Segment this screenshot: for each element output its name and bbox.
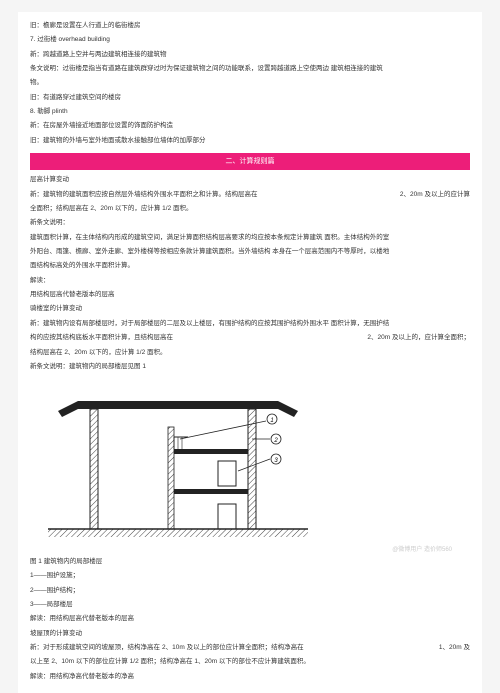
- text-line-26a: 以上至: [30, 658, 50, 665]
- text-line-9: 旧：建筑物的外墙与室外地面或散水接触部位墙体的加厚部分: [30, 135, 470, 147]
- text-line-11b: 2、20m 及以上的应计算: [394, 189, 470, 201]
- text-line-11a: 新：建筑物的建筑面积应按自然层外墙结构外围水平面积之和计算。结构层高在: [30, 189, 394, 201]
- item-7-head: 7. 过街楼 overhead building: [30, 34, 470, 46]
- section-diagram: 1 2 3: [48, 379, 470, 554]
- text-line-12: 全面积；结构层高在 2、20m 以下的，应计算 1/2 面积。: [30, 203, 470, 215]
- text-line-10: 层高计算变动: [30, 174, 470, 186]
- text-line-17: 解读：: [30, 275, 470, 287]
- text-line-11: 新：建筑物的建筑面积应按自然层外墙结构外围水平面积之和计算。结构层高在 2、20…: [30, 189, 470, 201]
- watermark-text: @微博用户 造价师560: [30, 545, 452, 556]
- item-7-num: 7.: [30, 36, 35, 43]
- text-line-12a: 全面积；结构层高在: [30, 205, 89, 212]
- text-line-22a: 新条文说明：建筑物内的局部楼层见图: [30, 363, 141, 370]
- text-line-3: 新：跨越道路上空并与两边建筑相连接的建筑物: [30, 49, 470, 61]
- text-line-25c: 1、20m 及: [433, 642, 470, 654]
- text-line-21a: 结构层高在: [30, 349, 63, 356]
- section-header-label: 二、计算规则篇: [226, 158, 275, 165]
- text-line-27: 解读：用结构净高代替老版本的净高: [30, 671, 470, 683]
- text-line-25b: 2、10m 及以上的部位应计算全面积；结构净高在: [160, 642, 433, 654]
- text-line-20a: 新：建筑物内设有局部楼层时，对于局部楼层的二层及以上楼层，有围护结构的应按其围护…: [30, 318, 470, 330]
- item-8-head: 8. 勒脚 plinth: [30, 106, 470, 118]
- text-line-21: 结构层高在 2、20m 以下的，应计算 1/2 面积。: [30, 347, 470, 359]
- text-line-19: 骑楼室的计算变动: [30, 303, 470, 315]
- text-line-25a: 新：对于形成建筑空间的坡屋顶，结构净高在: [30, 642, 160, 654]
- text-line-16: 面结构标高处的外围水平面积计算。: [30, 260, 470, 272]
- text-line-1: 旧：檐廊是设置在人行道上的临街楼房: [30, 20, 470, 32]
- item-8-label: 勒脚: [37, 108, 50, 115]
- text-line-24: 坡屋顶的计算变动: [30, 628, 470, 640]
- figure-caption: 图 1 建筑物内的局部楼层: [30, 556, 470, 568]
- text-line-26c: 1、20m 以下的部位不应计算建筑面积。: [194, 658, 310, 665]
- legend-1: 1——围护设施；: [30, 570, 470, 582]
- text-line-21b: 2、20m 以下的，应计算 1/2 面积。: [64, 349, 166, 356]
- text-line-23: 解读：用结构层高代替老版本的层高: [30, 613, 470, 625]
- legend-3: 3——局部楼层: [30, 599, 470, 611]
- item-7-label: 过街楼: [37, 36, 57, 43]
- text-line-22b: 1: [142, 363, 146, 370]
- text-line-5: 物。: [30, 77, 470, 89]
- section-header-bar: 二、计算规则篇: [30, 153, 470, 170]
- text-line-8: 新：在房屋外墙接近地面部位设置的饰面防护构造: [30, 120, 470, 132]
- legend-2: 2——围护结构；: [30, 585, 470, 597]
- text-line-25: 新：对于形成建筑空间的坡屋顶，结构净高在 2、10m 及以上的部位应计算全面积；…: [30, 642, 470, 654]
- item-8-num: 8.: [30, 108, 35, 115]
- text-line-20c: 2、20m 及以上的，应计算全面积；: [361, 332, 470, 344]
- item-7-en: overhead building: [59, 36, 110, 43]
- text-line-12b: 2、20m 以下的，应计算 1/2 面积。: [90, 205, 192, 212]
- svg-text:2: 2: [273, 438, 278, 444]
- text-line-4: 条文说明：过街楼是指当有道路在建筑群穿过时为保证建筑物之间的功能联系，设置跨越道…: [30, 63, 470, 75]
- text-line-26: 以上至 2、10m 以下的部位应计算 1/2 面积；结构净高在 1、20m 以下…: [30, 656, 470, 668]
- text-line-13: 新条文说明：: [30, 217, 470, 229]
- text-line-6: 旧：有道路穿过建筑空间的楼房: [30, 92, 470, 104]
- text-line-14: 建筑面积计算，在主体结构内形成的建筑空间，满足计算面积结构层高要求的均应按本条规…: [30, 232, 470, 244]
- text-line-20b: 构的应按其结构底板水平面积计算，且结构层高在: [30, 332, 361, 344]
- text-line-15: 外阳台、雨篷、檐廊、室外走廊、室外楼梯等按相应条款计算建筑面积。当外墙结构 本身…: [30, 246, 470, 258]
- text-line-18: 用结构层高代替老版本的层高: [30, 289, 470, 301]
- text-line-22: 新条文说明：建筑物内的局部楼层见图 1: [30, 361, 470, 373]
- svg-text:1: 1: [270, 418, 273, 424]
- text-line-20bc: 构的应按其结构底板水平面积计算，且结构层高在 2、20m 及以上的，应计算全面积…: [30, 332, 470, 344]
- item-8-en: plinth: [52, 108, 68, 115]
- text-line-26b: 2、10m 以下的部位应计算 1/2 面积；结构净高在: [51, 658, 192, 665]
